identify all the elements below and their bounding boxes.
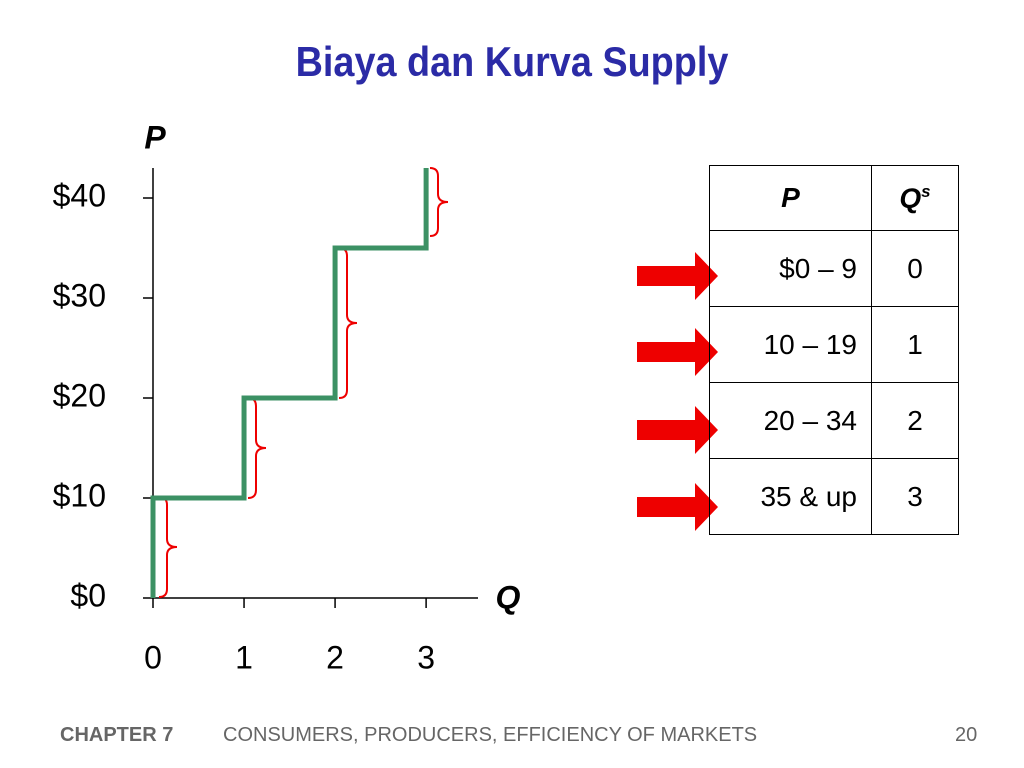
header-cell: Qs	[871, 165, 959, 231]
y-tick-label: $10	[53, 477, 106, 513]
table-cell: 35 & up	[709, 458, 872, 535]
bracket	[429, 167, 449, 237]
x-axis-label: Q	[496, 579, 521, 615]
bracket	[247, 397, 267, 499]
arrow	[637, 406, 718, 454]
table-header: P Qs	[709, 165, 959, 231]
table-cell: 3	[871, 458, 959, 535]
arrow	[637, 252, 718, 300]
table-cell: 1	[871, 306, 959, 383]
table-cell: 0	[871, 230, 959, 307]
y-tick-label: $40	[53, 177, 106, 213]
y-tick-label: $30	[53, 277, 106, 313]
table-row: 10 – 19 1	[709, 306, 959, 383]
table-cell: 10 – 19	[709, 306, 872, 383]
footer-text: CONSUMERS, PRODUCERS, EFFICIENCY OF MARK…	[223, 724, 758, 746]
header-text: Q	[899, 182, 922, 214]
y-axis-label: P	[144, 119, 166, 155]
slide-title: Biaya dan Kurva Supply	[295, 38, 729, 85]
table-cell: $0 – 9	[709, 230, 872, 307]
x-tick-label: 3	[417, 639, 435, 675]
y-tick-label: $20	[53, 377, 106, 413]
arrow	[637, 328, 718, 376]
arrows	[637, 252, 718, 531]
header-sup: s	[921, 181, 931, 201]
arrow	[637, 483, 718, 531]
y-tick-label: $0	[70, 577, 106, 613]
footer-chapter: CHAPTER 7	[60, 724, 174, 746]
table-cell: 2	[871, 382, 959, 459]
x-tick-label: 1	[235, 639, 253, 675]
bracket	[338, 247, 358, 399]
table-cell: 20 – 34	[709, 382, 872, 459]
brackets	[158, 167, 449, 598]
table-row: 20 – 34 2	[709, 382, 959, 459]
table-row: 35 & up 3	[709, 458, 959, 535]
x-tick-label: 0	[144, 639, 162, 675]
bracket	[158, 496, 178, 598]
supply-table: P Qs $0 – 9 0 10 – 19 1 20 – 34 2 35 & up 3	[709, 165, 959, 535]
footer-page: 20	[955, 724, 978, 746]
x-tick-label: 2	[326, 639, 344, 675]
supply-curve	[150, 168, 429, 598]
header-cell: P	[709, 165, 872, 231]
